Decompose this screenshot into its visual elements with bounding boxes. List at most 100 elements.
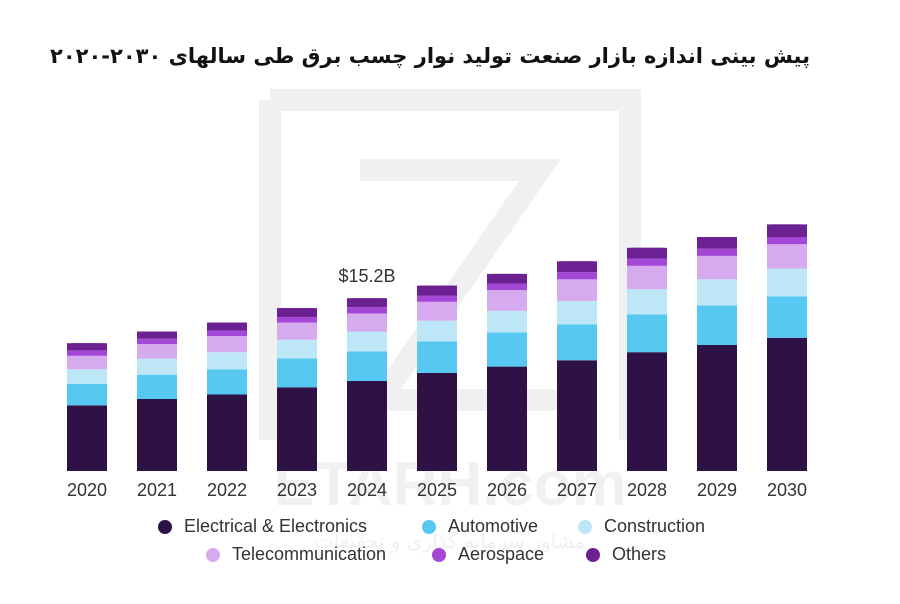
- bar-segment: [697, 345, 737, 471]
- bar-segment: [557, 324, 597, 361]
- bar-segment: [697, 279, 737, 306]
- bar-segment: [277, 322, 317, 340]
- bar-stack-2022: [207, 322, 247, 471]
- bar-segment: [347, 313, 387, 332]
- bar-segment: [697, 305, 737, 345]
- bar-segment: [627, 265, 667, 290]
- x-tick-label: 2024: [347, 480, 387, 500]
- bar-segment: [557, 300, 597, 325]
- bar-segment: [487, 366, 527, 471]
- bar-segment: [627, 258, 667, 266]
- bar-stack-2025: [417, 285, 457, 471]
- bar-segment: [557, 261, 597, 273]
- bar-segment: [767, 268, 807, 297]
- legend-label: Electrical & Electronics: [184, 516, 368, 536]
- x-tick-label: 2026: [487, 480, 527, 500]
- bar-segment: [67, 355, 107, 370]
- bar-segment: [137, 358, 177, 375]
- legend-label: Telecommunication: [232, 544, 387, 564]
- legend-swatch: [432, 547, 446, 562]
- legend-item: Automotive: [422, 516, 538, 537]
- bar-segment: [277, 358, 317, 388]
- legend-label: Automotive: [448, 516, 539, 536]
- bar-segment: [487, 290, 527, 311]
- bar-stack-2028: [627, 247, 667, 471]
- bar-segment: [417, 372, 457, 471]
- bar-segment: [277, 339, 317, 359]
- bar-segment: [137, 338, 177, 345]
- legend-item: Electrical & Electronics: [158, 516, 367, 537]
- bar-stack-2027: [557, 261, 597, 471]
- bar-segment: [697, 237, 737, 249]
- bar-segment: [67, 350, 107, 356]
- bar-segment: [207, 394, 247, 471]
- x-tick-label: 2020: [67, 480, 107, 500]
- legend-item: Others: [586, 544, 666, 565]
- x-tick-label: 2028: [627, 480, 667, 500]
- bar-stack-2020: [67, 343, 107, 471]
- x-tick-label: 2029: [697, 480, 737, 500]
- bar-stack-2024: [347, 298, 387, 471]
- bar-cap: [207, 322, 247, 328]
- bar-cap: [767, 224, 807, 230]
- bar-segment: [207, 369, 247, 395]
- bar-stack-2030: [767, 224, 807, 471]
- legend-swatch: [586, 547, 600, 562]
- bar-segment: [417, 320, 457, 342]
- legend-label: Others: [612, 544, 667, 564]
- bar-segment: [627, 352, 667, 471]
- x-tick-labels: 2020 2021 2022 2023 2024 2025 2026 2027 2028 2029…: [67, 480, 807, 500]
- bar-segment: [67, 383, 107, 406]
- bar-segment: [557, 279, 597, 301]
- data-label-2024: $15.2B: [338, 266, 395, 286]
- bar-cap: [137, 331, 177, 337]
- bar-segment: [417, 341, 457, 373]
- bar-segment: [767, 237, 807, 245]
- x-tick-label: 2021: [137, 480, 177, 500]
- bar-segment: [767, 296, 807, 338]
- bar-stack-2026: [487, 273, 527, 471]
- bar-segment: [137, 399, 177, 471]
- bar-segment: [627, 289, 667, 315]
- bar-segment: [487, 332, 527, 367]
- chart-title: پیش بینی اندازه بازار صنعت تولید نوار چس…: [50, 44, 810, 68]
- bar-segment: [67, 405, 107, 471]
- x-tick-label: 2030: [767, 480, 807, 500]
- bar-segment: [277, 317, 317, 323]
- bar-segment: [487, 310, 527, 333]
- bar-segment: [487, 283, 527, 291]
- x-tick-label: 2027: [557, 480, 597, 500]
- legend-item: Construction: [578, 516, 705, 537]
- bar-stack-2021: [137, 331, 177, 471]
- bar-stack-2023: [277, 308, 317, 471]
- legend-label: Aerospace: [458, 544, 545, 564]
- bar-cap: [277, 308, 317, 314]
- bar-cap: [347, 298, 387, 304]
- bar-cap: [697, 237, 737, 242]
- bar-segment: [417, 295, 457, 302]
- annotations: $15.2B: [338, 266, 395, 286]
- bar-cap: [67, 343, 107, 349]
- bar-segment: [557, 360, 597, 471]
- bar-segment: [627, 247, 667, 259]
- bar-cap: [487, 273, 527, 279]
- bar-segment: [347, 351, 387, 381]
- legend-item: Telecommunication: [206, 544, 386, 565]
- bar-segment: [767, 244, 807, 269]
- bar-segment: [767, 337, 807, 471]
- bar-segment: [207, 330, 247, 336]
- bars-layer: [67, 224, 807, 471]
- bar-cap: [417, 285, 457, 291]
- x-tick-label: 2025: [417, 480, 457, 500]
- bar-segment: [347, 331, 387, 352]
- bar-segment: [347, 307, 387, 314]
- bar-segment: [137, 344, 177, 359]
- bar-segment: [697, 248, 737, 256]
- bar-segment: [627, 314, 667, 353]
- bar-segment: [277, 387, 317, 471]
- legend: Electrical & Electronics Automotive Constr…: [0, 516, 900, 580]
- legend-item: Aerospace: [432, 544, 544, 565]
- bar-cap: [627, 247, 667, 253]
- bar-segment: [207, 336, 247, 353]
